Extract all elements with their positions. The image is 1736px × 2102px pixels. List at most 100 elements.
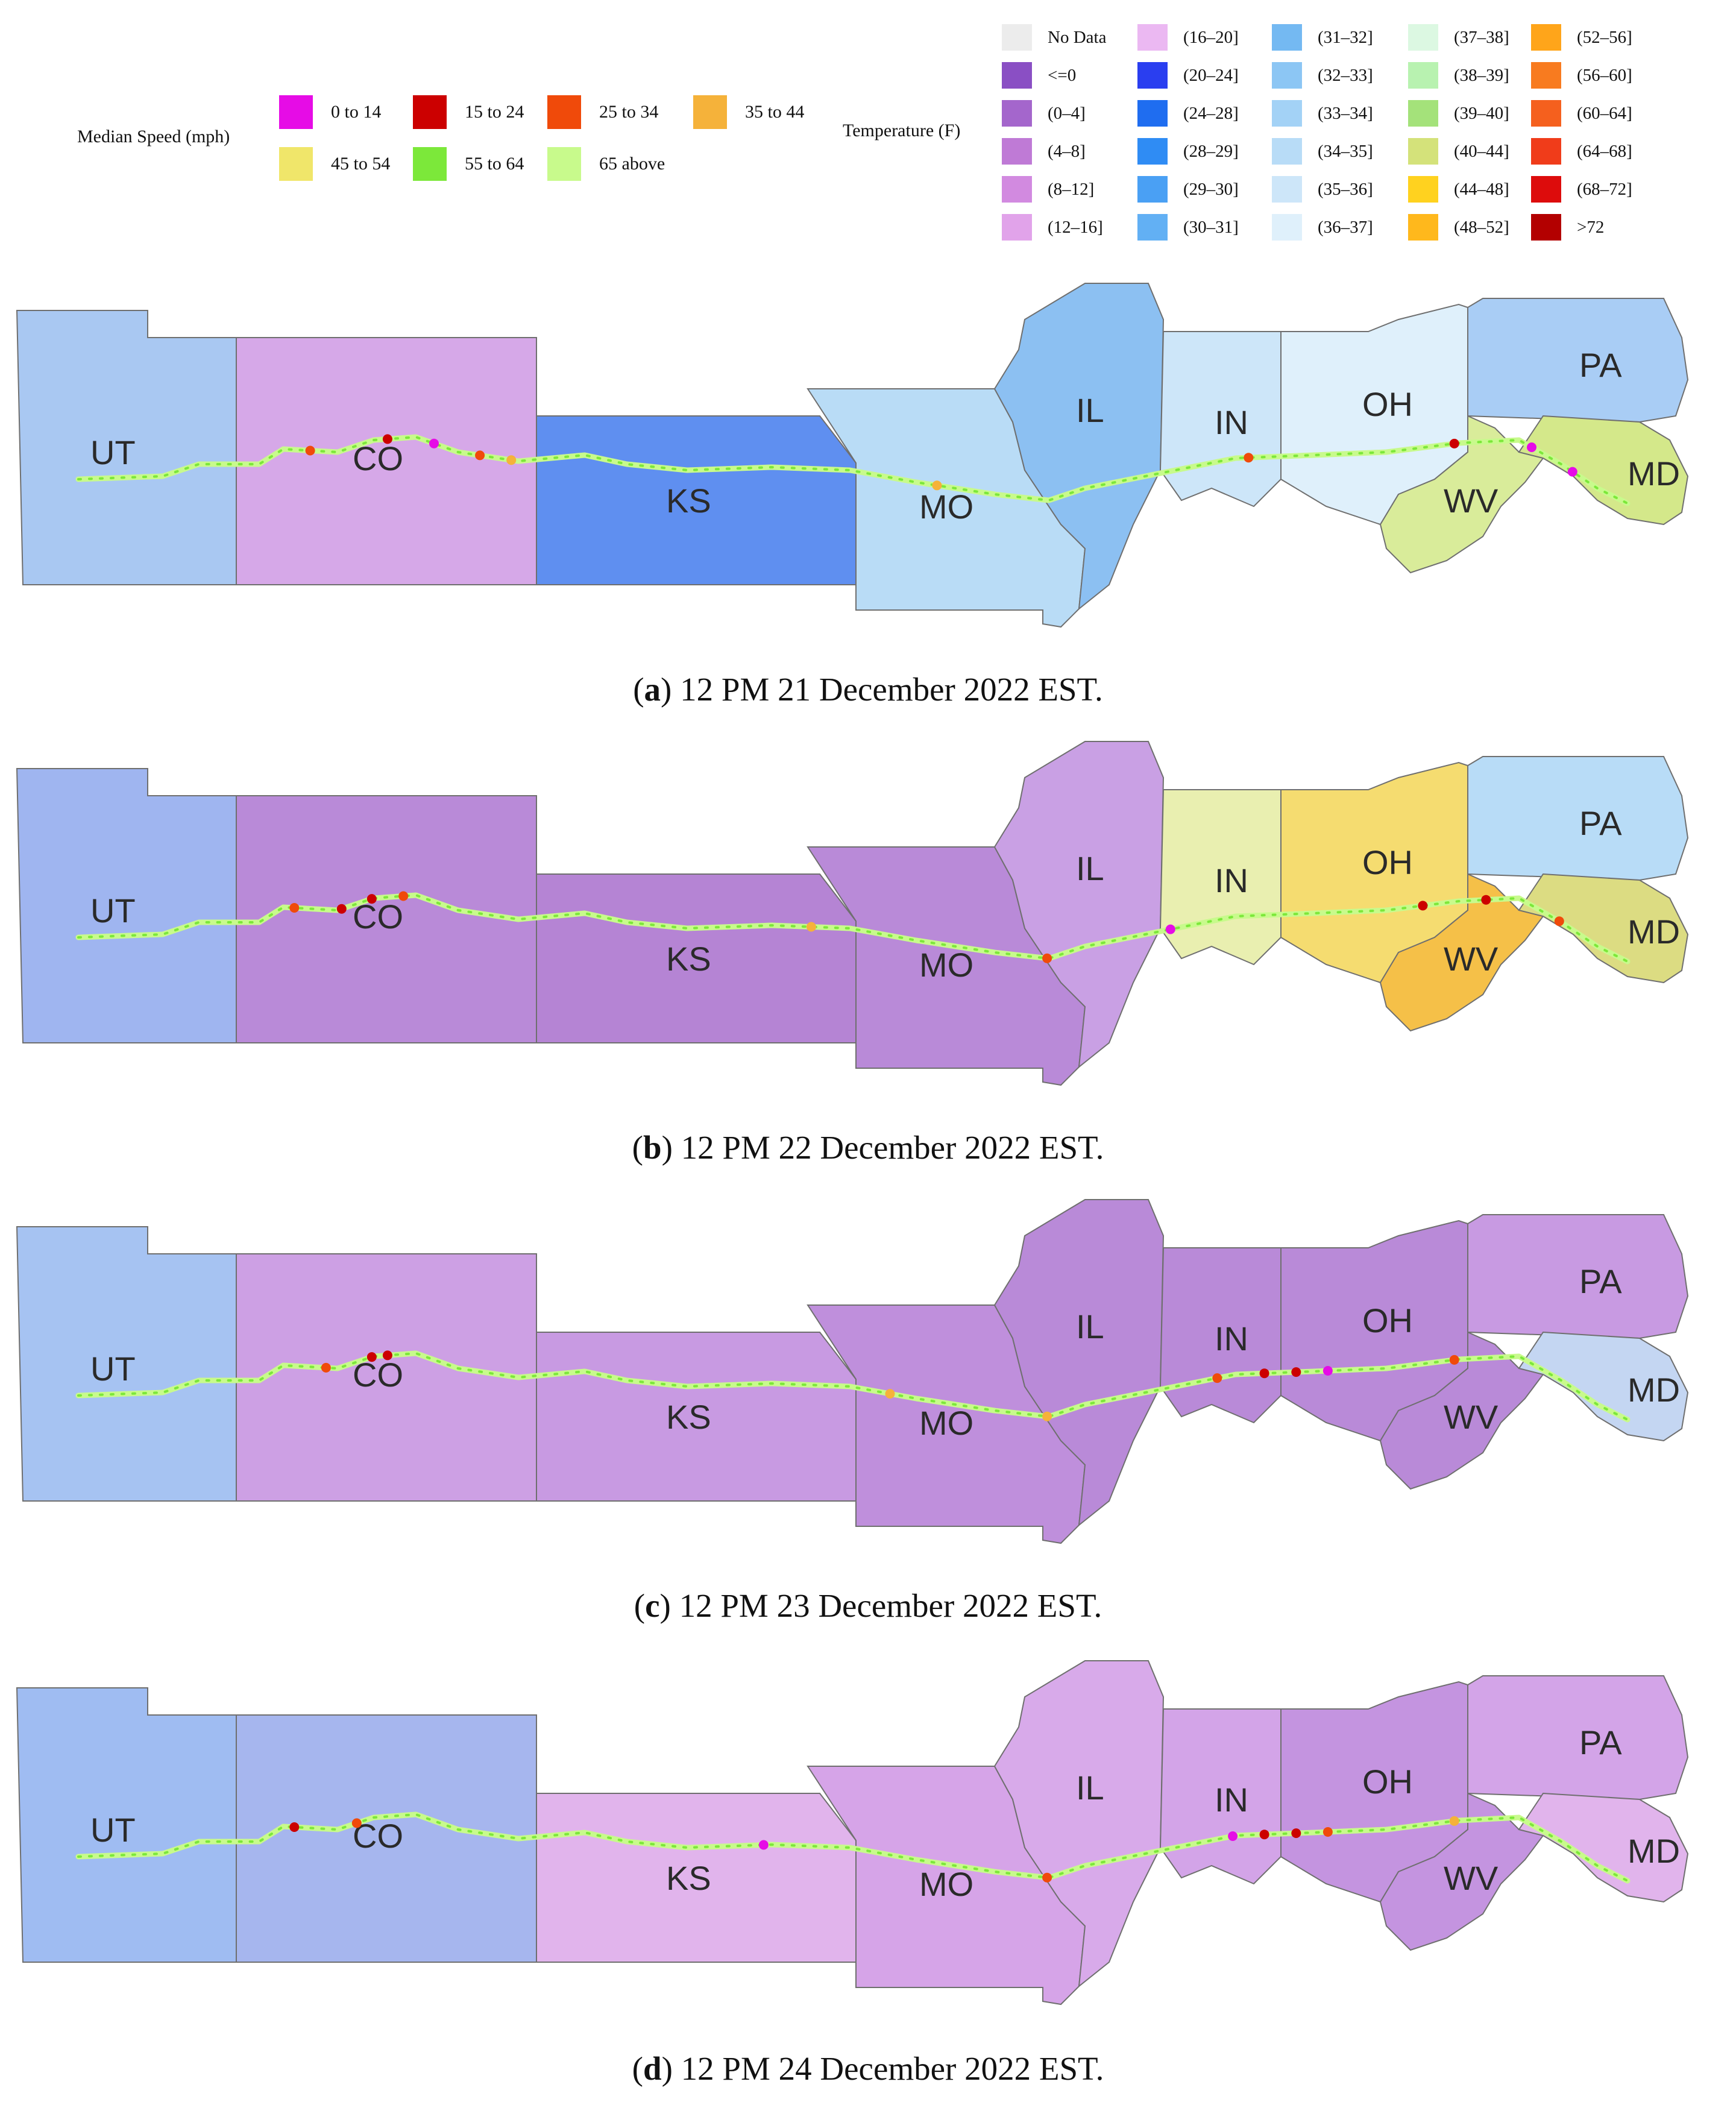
speed-marker [932,480,942,491]
temperature-legend-label: (60–64] [1577,103,1632,123]
temperature-swatch [1531,62,1561,89]
speed-legend-label: 55 to 64 [465,154,524,174]
speed-marker [1291,1367,1301,1377]
temperature-swatch [1408,176,1438,203]
speed-marker [382,434,392,444]
speed-legend-label: 35 to 44 [745,102,805,122]
temperature-legend-item: (12–16] [1002,214,1103,241]
state-label: IL [1076,849,1104,887]
panel-caption-text: 12 PM 24 December 2022 EST. [672,2050,1104,2087]
temperature-legend-label: (8–12] [1048,179,1095,199]
temperature-swatch [1137,138,1168,165]
speed-marker [321,1362,331,1373]
panel-caption-text: 12 PM 21 December 2022 EST. [671,671,1103,708]
temperature-legend-item: (44–48] [1408,176,1509,203]
temperature-legend-item: (68–72] [1531,176,1632,203]
state-label: MD [1628,455,1680,492]
panel-letter: d [643,2050,662,2087]
temperature-swatch [1531,176,1561,203]
state-label: MD [1628,1371,1680,1409]
panel-letter: a [644,671,661,708]
speed-marker [475,450,485,461]
temperature-legend-item: (20–24] [1137,62,1239,89]
speed-marker [1165,924,1175,934]
temperature-legend-label: (30–31] [1183,217,1239,237]
temperature-swatch [1531,214,1561,241]
state-md [1518,873,1689,984]
speed-swatch [279,95,313,129]
speed-marker [336,904,347,914]
state-label: MO [919,1865,973,1903]
state-label: WV [1444,940,1499,978]
state-label: MO [919,488,973,526]
temperature-swatch [1531,138,1561,165]
temperature-legend-label: No Data [1048,27,1107,47]
temperature-swatch [1272,214,1302,241]
temperature-legend-item: (38–39] [1408,62,1509,89]
panel-caption-b: (b) 12 PM 22 December 2022 EST. [632,1129,1104,1166]
state-label: PA [1579,1262,1622,1300]
temperature-swatch [1408,138,1438,165]
state-label: KS [666,1859,711,1897]
temperature-swatch [1408,62,1438,89]
temperature-legend-item: (31–32] [1272,24,1373,51]
speed-legend-label: 45 to 54 [331,154,391,174]
temperature-legend-label: (39–40] [1454,103,1509,123]
temperature-legend-item: (32–33] [1272,62,1373,89]
temperature-legend-item: No Data [1002,24,1106,51]
state-label: KS [666,940,711,978]
temperature-swatch [1137,214,1168,241]
temperature-legend-item: (40–44] [1408,138,1509,165]
temperature-legend-label: (12–16] [1048,217,1103,237]
state-label: PA [1579,346,1622,384]
temperature-legend-item: <=0 [1002,62,1076,89]
state-label: CO [353,1356,403,1394]
speed-marker [758,1840,769,1850]
temperature-swatch [1272,138,1302,165]
state-label: IL [1076,1307,1104,1345]
speed-marker [1259,1830,1269,1840]
temperature-legend-label: (24–28] [1183,103,1239,123]
temperature-legend-item: (34–35] [1272,138,1373,165]
temperature-legend-label: (4–8] [1048,141,1086,161]
temperature-legend-label: (37–38] [1454,27,1509,47]
state-label: UT [90,892,136,930]
temperature-legend-item: (39–40] [1408,100,1509,127]
speed-marker [1042,1872,1052,1883]
state-label: WV [1444,482,1499,520]
temperature-legend-item: (8–12] [1002,176,1094,203]
speed-marker [1449,1816,1459,1826]
speed-swatch [547,147,581,181]
temperature-legend-label: (68–72] [1577,179,1632,199]
temperature-legend-item: (24–28] [1137,100,1239,127]
temperature-legend-item: (33–34] [1272,100,1373,127]
panel-caption-a: (a) 12 PM 21 December 2022 EST. [633,671,1103,708]
state-label: IN [1215,1781,1248,1819]
temperature-legend-label: (56–60] [1577,65,1632,85]
highway-route-speed-dots [77,1352,1629,1421]
speed-marker [1259,1368,1269,1379]
state-il [993,1660,1165,1988]
speed-marker [1418,901,1428,911]
temperature-legend-item: (56–60] [1531,62,1632,89]
state-label: OH [1362,843,1413,881]
state-label: IN [1215,861,1248,899]
state-label: UT [90,433,136,471]
temperature-legend-item: (64–68] [1531,138,1632,165]
speed-swatch [413,95,447,129]
state-label: WV [1444,1859,1499,1897]
speed-legend-label: 25 to 34 [599,102,659,122]
temperature-legend-item: (4–8] [1002,138,1086,165]
temperature-legend-item: (35–36] [1272,176,1373,203]
speed-swatch [547,95,581,129]
speed-marker [366,894,377,904]
temperature-legend-label: (52–56] [1577,27,1632,47]
temperature-swatch [1531,24,1561,51]
temperature-legend-label: (48–52] [1454,217,1509,237]
speed-marker [1481,895,1491,905]
panel-caption-text: 12 PM 22 December 2022 EST. [672,1129,1104,1166]
speed-legend-item: 55 to 64 [413,147,524,181]
speed-marker [289,903,300,913]
